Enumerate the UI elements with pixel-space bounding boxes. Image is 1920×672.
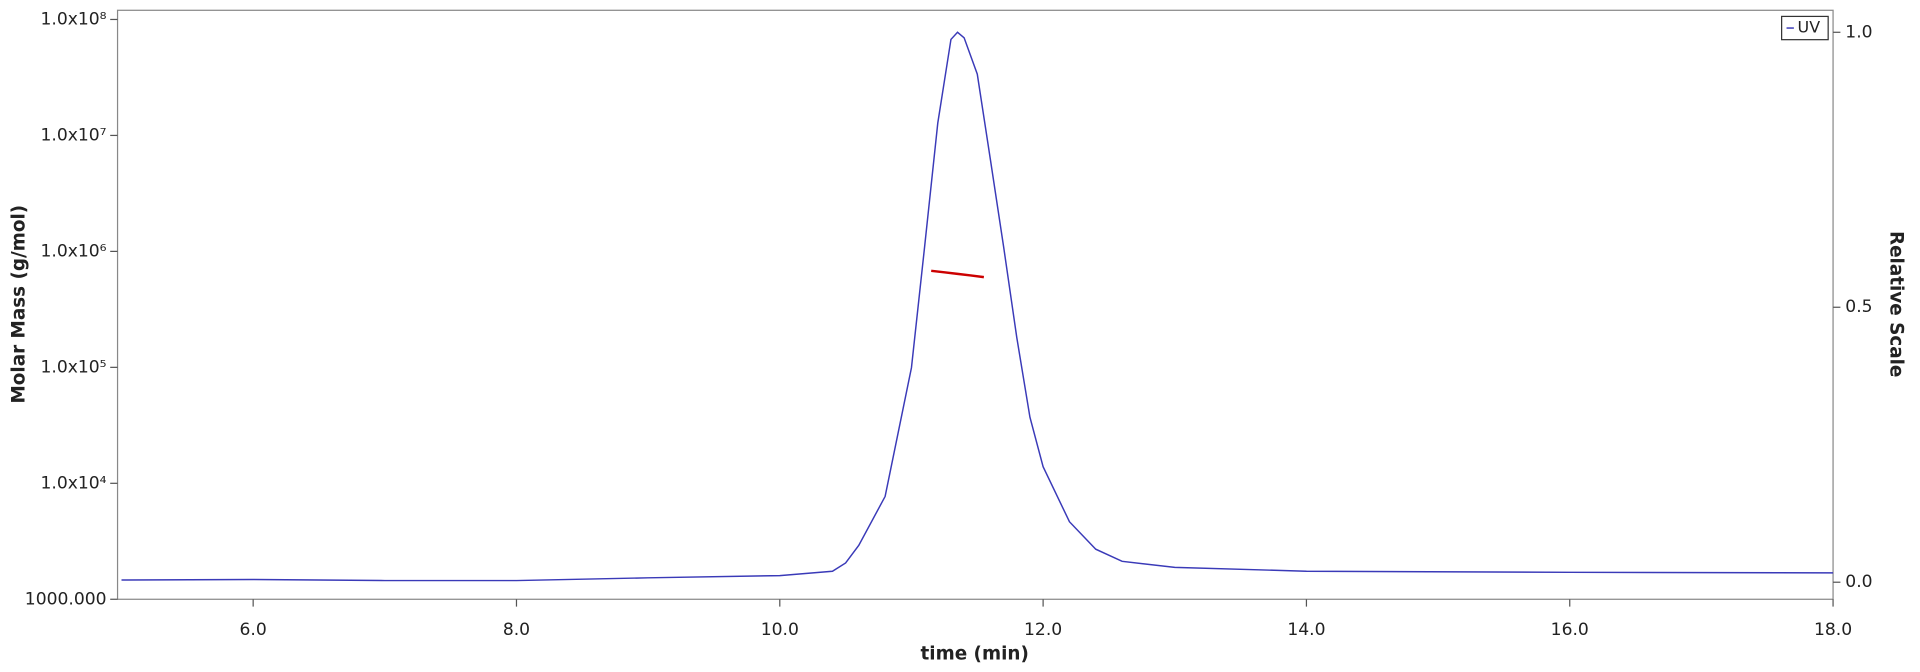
y-tick-label: 1.0x10⁷ bbox=[40, 125, 106, 145]
plot-frame bbox=[116, 9, 1834, 600]
x-tick-label: 16.0 bbox=[1551, 620, 1589, 640]
y-tick-label: 1.0x10⁵ bbox=[40, 357, 106, 377]
y-tick-label: 1.0x10⁸ bbox=[40, 9, 106, 29]
x-tick-label: 8.0 bbox=[503, 620, 530, 640]
x-axis-label: time (min) bbox=[921, 643, 1029, 664]
x-tick-label: 12.0 bbox=[1024, 620, 1062, 640]
y-axis-label: Molar Mass (g/mol) bbox=[9, 205, 30, 404]
x-tick-label: 10.0 bbox=[761, 620, 799, 640]
legend-box bbox=[1781, 15, 1829, 41]
x-tick-label: 18.0 bbox=[1814, 620, 1852, 640]
y2-tick-label: 1.0 bbox=[1845, 22, 1872, 42]
x-tick-label: 14.0 bbox=[1287, 620, 1325, 640]
y2-tick-label: 0.5 bbox=[1845, 297, 1872, 317]
y-tick-label: 1000.000 bbox=[25, 589, 107, 609]
y-tick-label: 1.0x10⁴ bbox=[40, 473, 106, 493]
x-tick-label: 6.0 bbox=[240, 620, 267, 640]
legend-label: UV bbox=[1798, 18, 1821, 37]
y2-axis-label: Relative Scale bbox=[1886, 231, 1907, 377]
series-line bbox=[931, 269, 985, 279]
series-line bbox=[121, 31, 1834, 582]
y-tick-label: 1.0x10⁶ bbox=[40, 241, 106, 261]
y2-tick-label: 0.0 bbox=[1845, 572, 1872, 592]
